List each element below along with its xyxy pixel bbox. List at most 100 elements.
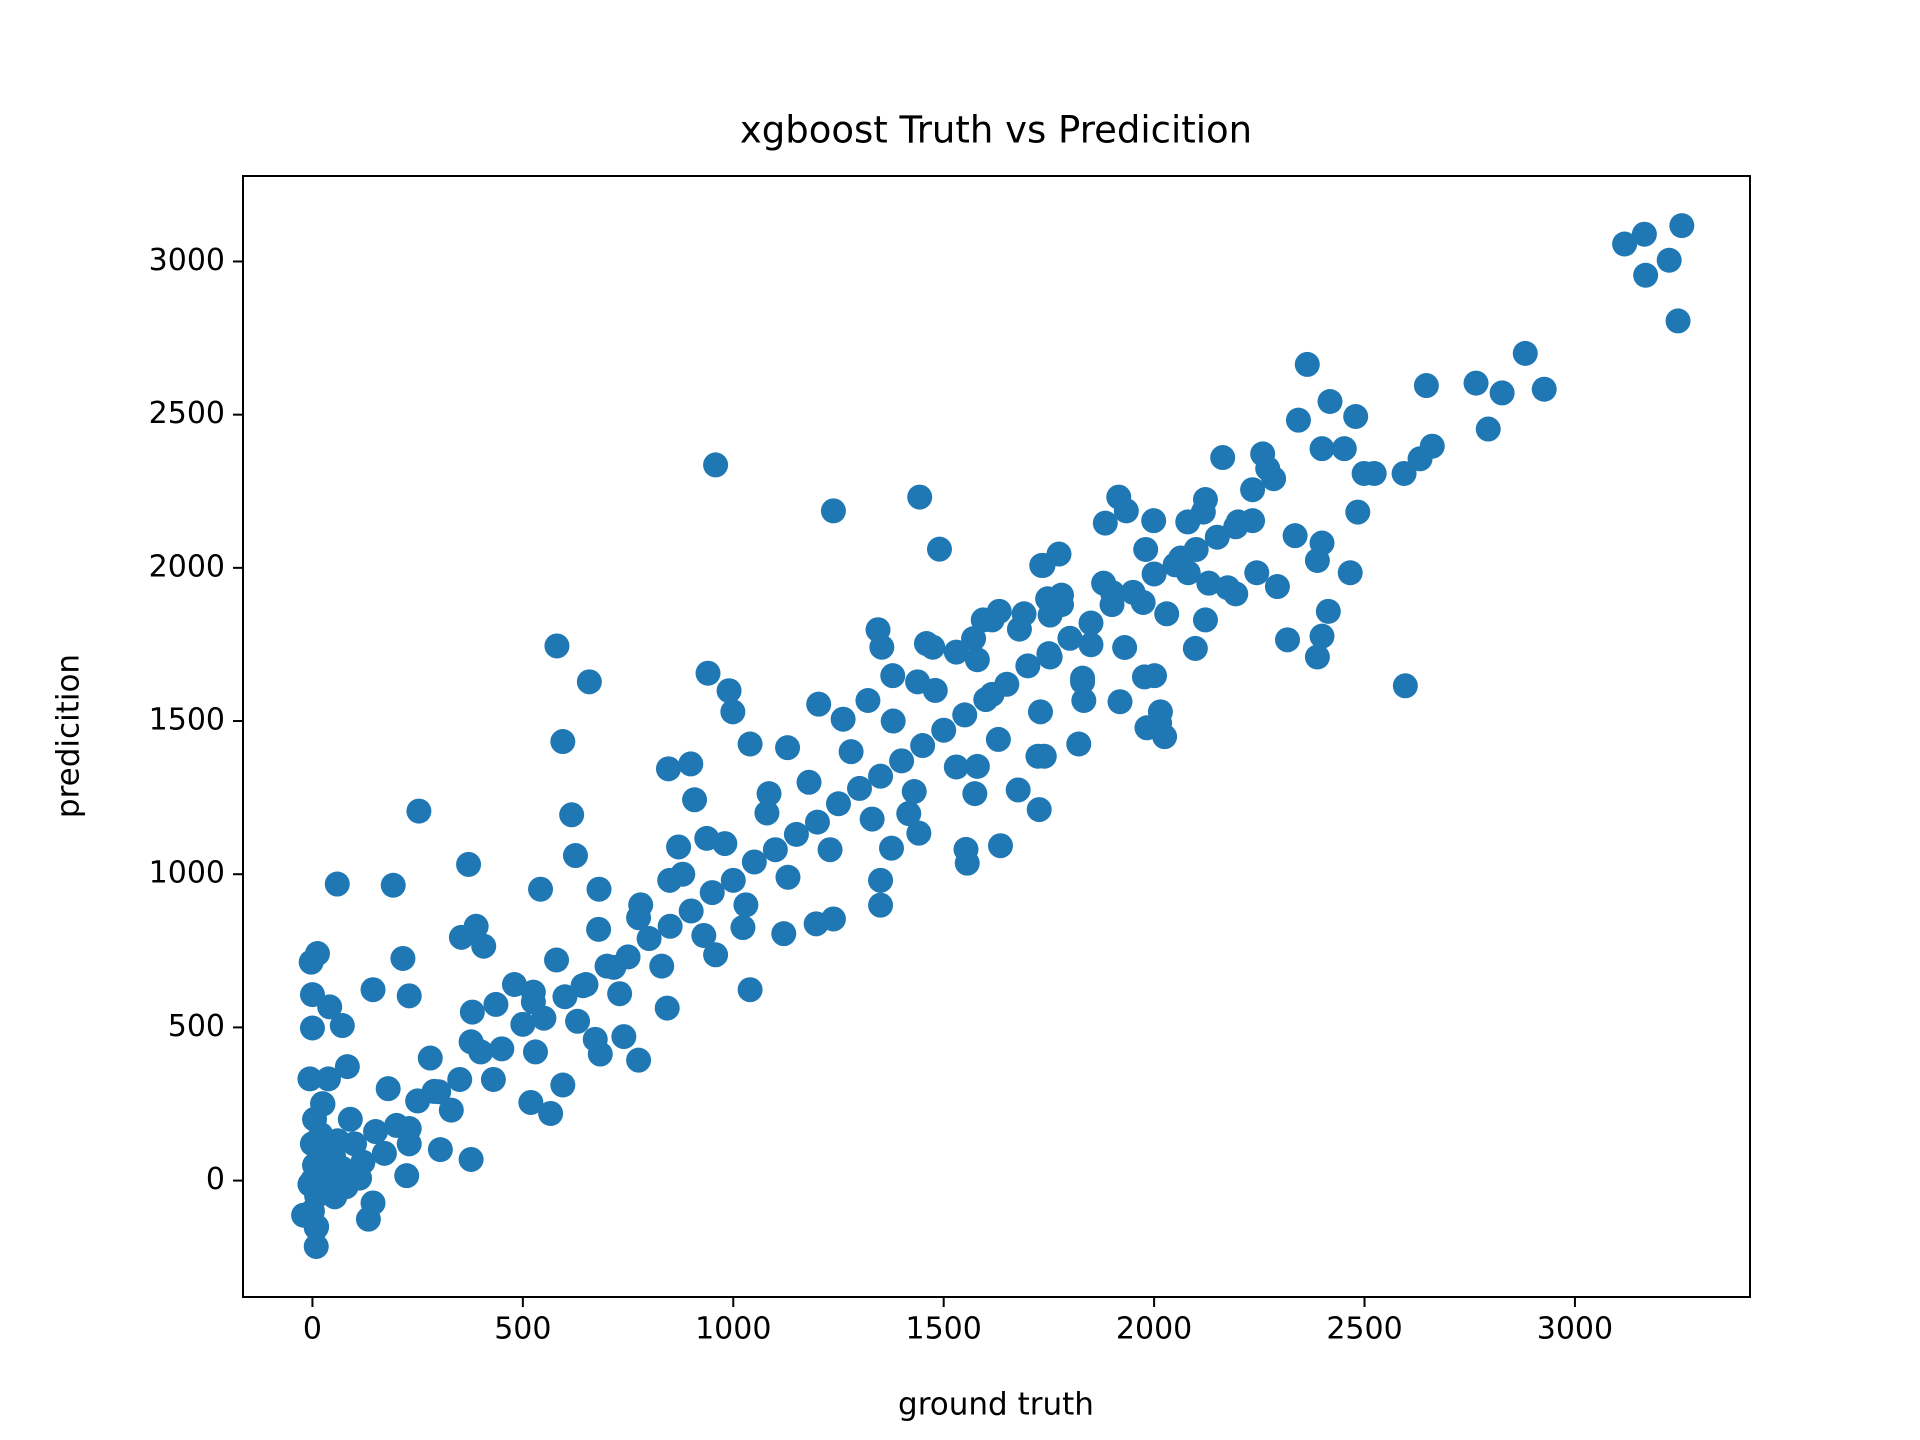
point (820, 498, 846, 524)
point (483, 991, 509, 1017)
point (587, 1041, 613, 1067)
point (1031, 743, 1057, 769)
point (952, 702, 978, 728)
point (699, 880, 725, 906)
point (1309, 436, 1335, 462)
point (730, 915, 756, 941)
point (350, 1149, 376, 1175)
point (1512, 340, 1538, 366)
point (459, 999, 485, 1025)
point (394, 1163, 420, 1189)
y-tick-label: 3000 (149, 243, 225, 278)
axes-frame (242, 175, 1751, 1298)
point (1475, 416, 1501, 442)
point (879, 835, 905, 861)
point (775, 735, 801, 761)
point (1463, 370, 1489, 396)
point (315, 1066, 341, 1092)
point (1066, 731, 1092, 757)
point (384, 1112, 410, 1138)
point (1099, 592, 1125, 618)
point (654, 995, 680, 1021)
point (737, 977, 763, 1003)
point (910, 733, 936, 759)
point (573, 972, 599, 998)
point (544, 633, 570, 659)
point (889, 748, 915, 774)
point (1134, 715, 1160, 741)
point (720, 699, 746, 725)
point (830, 706, 856, 732)
point (406, 798, 432, 824)
point (337, 1106, 363, 1132)
point (994, 671, 1020, 697)
point (880, 663, 906, 689)
point (868, 892, 894, 918)
point (510, 1011, 536, 1037)
point (964, 647, 990, 673)
point (655, 756, 681, 782)
point (1285, 407, 1311, 433)
point (304, 1214, 330, 1240)
point (528, 876, 554, 902)
point (1027, 699, 1053, 725)
point (375, 1076, 401, 1102)
y-tick-label: 2500 (149, 396, 225, 431)
point (427, 1137, 453, 1163)
point (737, 731, 763, 757)
point (1005, 777, 1031, 803)
point (1240, 477, 1266, 503)
point (1006, 616, 1032, 642)
point (458, 1146, 484, 1172)
y-axis-label: predicition (51, 654, 87, 818)
point (868, 867, 894, 893)
point (806, 691, 832, 717)
point (880, 708, 906, 734)
point (1275, 627, 1301, 653)
point (657, 913, 683, 939)
point (1315, 598, 1341, 624)
point (855, 688, 881, 714)
x-tick-label: 3000 (1537, 1312, 1613, 1347)
point (1309, 623, 1335, 649)
point (1091, 570, 1117, 596)
point (1669, 213, 1695, 239)
x-axis-label: ground truth (898, 1387, 1094, 1423)
y-tick-label: 0 (206, 1162, 225, 1197)
point (448, 924, 474, 950)
point (1255, 456, 1281, 482)
point (299, 1015, 325, 1041)
point (986, 598, 1012, 624)
point (783, 821, 809, 847)
point (360, 977, 386, 1003)
point (926, 536, 952, 562)
point (447, 1066, 473, 1092)
point (1078, 610, 1104, 636)
point (922, 677, 948, 703)
point (920, 634, 946, 660)
point (1264, 574, 1290, 600)
point (964, 753, 990, 779)
point (973, 687, 999, 713)
point (325, 1128, 351, 1154)
point (796, 769, 822, 795)
point (438, 1097, 464, 1123)
point (1141, 561, 1167, 587)
point (1282, 523, 1308, 549)
point (363, 1119, 389, 1145)
point (1142, 663, 1168, 689)
point (1107, 689, 1133, 715)
point (985, 726, 1011, 752)
point (559, 802, 585, 828)
point (317, 994, 343, 1020)
point (544, 947, 570, 973)
point (931, 717, 957, 743)
point (716, 678, 742, 704)
y-tick-label: 1000 (149, 856, 225, 891)
point (1337, 560, 1363, 586)
point (771, 921, 797, 947)
point (1182, 635, 1208, 661)
point (576, 669, 602, 695)
